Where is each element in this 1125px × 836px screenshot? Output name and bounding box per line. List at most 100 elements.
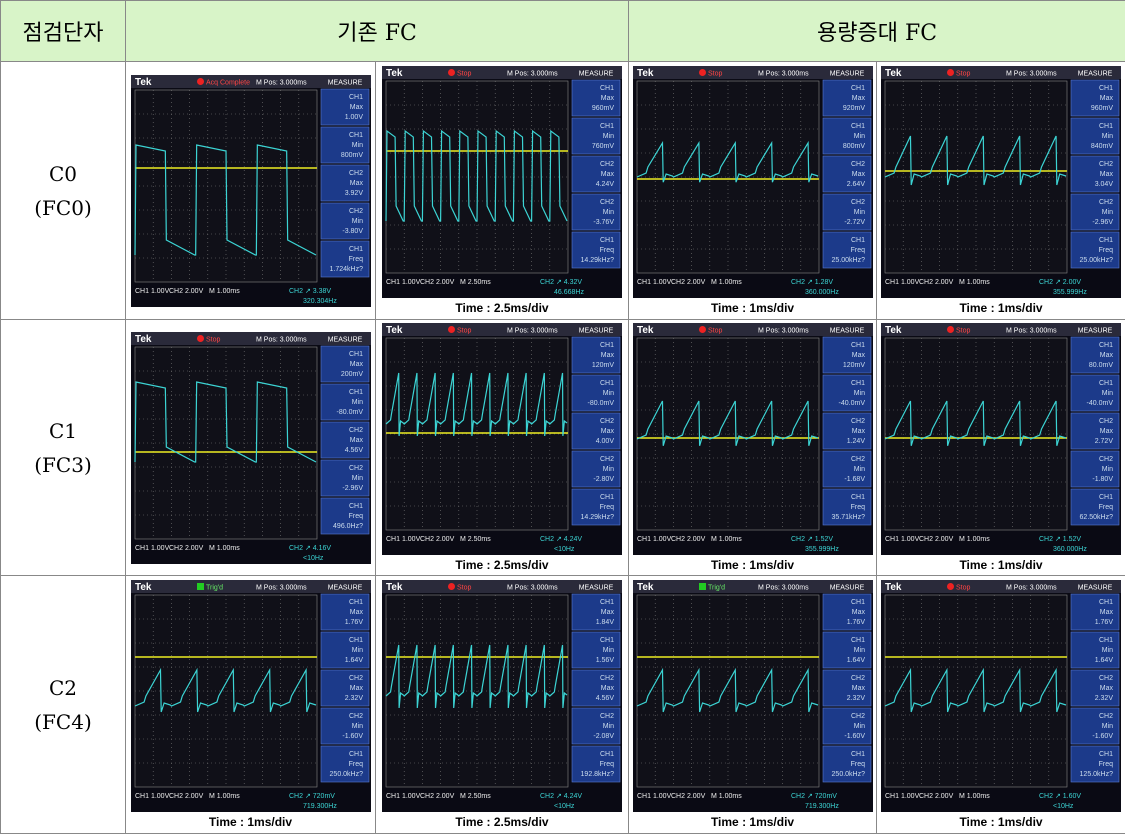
measure-text: CH2: [1099, 713, 1113, 720]
measure-text: Freq: [348, 256, 363, 263]
measure-text: CH1: [1099, 751, 1113, 758]
measure-text: CH1: [600, 237, 614, 244]
footer-text: <10Hz: [1053, 803, 1074, 810]
status-icon: [448, 326, 455, 333]
measure-text: -40.0mV: [838, 400, 865, 407]
measure-text: Max: [601, 609, 615, 616]
measure-text: Min: [603, 390, 614, 397]
measure-text: Min: [1102, 133, 1113, 140]
status-icon: [699, 583, 706, 590]
footer-text: CH2 ↗ 1.52V: [1039, 536, 1081, 543]
measure-text: CH2: [1099, 161, 1113, 168]
measure-text: CH1: [851, 380, 865, 387]
measure-text: Freq: [850, 761, 865, 768]
measure-text: 4.56V: [596, 695, 615, 702]
measure-text: -1.68V: [844, 476, 865, 483]
brand: Tek: [135, 582, 152, 593]
measure-text: CH1: [600, 599, 614, 606]
measure-text: Freq: [600, 761, 615, 768]
measure-text: CH2: [851, 675, 865, 682]
caption: Time : 1ms/div: [877, 558, 1125, 572]
oscilloscope-screen: TekTrig'dM Pos: 3.000msMEASURECH1Max1.76…: [131, 580, 371, 812]
measure-text: -3.80V: [342, 228, 363, 235]
measure-text: 192.8kHz?: [581, 771, 615, 778]
measure-text: CH1: [600, 123, 614, 130]
oscilloscope-screen: TekStopM Pos: 3.000msMEASURECH1Max1.84VC…: [382, 580, 622, 812]
measure-text: CH1: [348, 637, 362, 644]
measure-text: CH1: [600, 85, 614, 92]
measure-title: MEASURE: [327, 79, 362, 86]
footer-text: M 2.50ms: [460, 279, 491, 286]
oscilloscope-screen: TekStopM Pos: 3.000msMEASURECH1Max960mVC…: [881, 66, 1121, 298]
measure-text: 4.24V: [596, 181, 615, 188]
measure-text: CH1: [1099, 380, 1113, 387]
measure-text: CH2: [600, 456, 614, 463]
measure-text: Max: [851, 428, 865, 435]
scope-cell: TekTrig'dM Pos: 3.000msMEASURECH1Max1.76…: [629, 576, 877, 834]
measure-text: Max: [349, 180, 363, 187]
measure-text: Min: [853, 209, 864, 216]
m-pos: M Pos: 3.000ms: [758, 585, 809, 592]
measure-text: 250.0kHz?: [831, 771, 865, 778]
measure-text: Freq: [348, 513, 363, 520]
footer-text: CH1 1.00V: [135, 288, 170, 295]
terminal-cell: C0(FC0): [1, 62, 126, 320]
comparison-table: 점검단자 기존 FC 용량증대 FC C0(FC0) Tek Acq Complet…: [0, 0, 1125, 834]
status-icon: [448, 583, 455, 590]
terminal-label: C2: [1, 671, 125, 705]
measure-text: 62.50kHz?: [1080, 514, 1114, 521]
status: Acq Complete: [206, 79, 250, 86]
measure-text: 1.76V: [1095, 619, 1114, 626]
footer-text: CH2 ↗ 3.38V: [289, 288, 331, 295]
measure-text: CH1: [348, 351, 362, 358]
measure-text: CH1: [348, 246, 362, 253]
status: Stop: [708, 328, 723, 335]
footer-text: M 1.00ms: [209, 288, 240, 295]
measure-text: CH1: [1099, 599, 1113, 606]
measure-text: Min: [1102, 209, 1113, 216]
footer-text: CH2 2.00V: [919, 536, 954, 543]
footer-text: 360.000Hz: [1053, 546, 1087, 553]
measure-text: Max: [851, 95, 865, 102]
measure-text: 800mV: [842, 143, 865, 150]
footer-text: 355.999Hz: [805, 546, 839, 553]
measure-text: CH1: [600, 637, 614, 644]
measure-text: CH2: [348, 713, 362, 720]
footer-text: M 1.00ms: [959, 279, 990, 286]
measure-text: 2.72V: [1095, 438, 1114, 445]
measure-text: Freq: [850, 247, 865, 254]
measure-text: CH2: [851, 199, 865, 206]
measure-text: Max: [1100, 95, 1114, 102]
measure-text: CH1: [600, 494, 614, 501]
measure-text: CH1: [851, 85, 865, 92]
measure-text: 1.76V: [846, 619, 865, 626]
measure-text: 120mV: [842, 362, 865, 369]
measure-title: MEASURE: [829, 585, 864, 592]
m-pos: M Pos: 3.000ms: [507, 71, 558, 78]
measure-text: -80.0mV: [588, 400, 615, 407]
measure-text: Max: [1100, 171, 1114, 178]
measure-text: 14.29kHz?: [581, 514, 615, 521]
measure-text: -2.80V: [593, 476, 614, 483]
caption: Time : 2.5ms/div: [376, 301, 628, 315]
measure-text: 2.32V: [1095, 695, 1114, 702]
footer-text: CH2 2.00V: [420, 793, 455, 800]
measure-text: Freq: [600, 504, 615, 511]
measure-text: CH1: [348, 751, 362, 758]
measure-text: Min: [351, 475, 362, 482]
fc-label: (FC3): [1, 448, 125, 482]
measure-text: 14.29kHz?: [581, 257, 615, 264]
measure-text: 200mV: [340, 371, 363, 378]
measure-text: Freq: [1099, 761, 1114, 768]
measure-text: Max: [349, 104, 363, 111]
measure-text: 3.04V: [1095, 181, 1114, 188]
header-row: 점검단자 기존 FC 용량증대 FC: [1, 1, 1125, 62]
measure-text: Max: [349, 361, 363, 368]
measure-text: CH2: [348, 675, 362, 682]
footer-text: CH2 ↗ 720mV: [791, 793, 837, 800]
footer-text: CH2 ↗ 4.24V: [540, 536, 582, 543]
oscilloscope-screen: TekStopM Pos: 3.000msMEASURECH1Max200mVC…: [131, 332, 371, 564]
